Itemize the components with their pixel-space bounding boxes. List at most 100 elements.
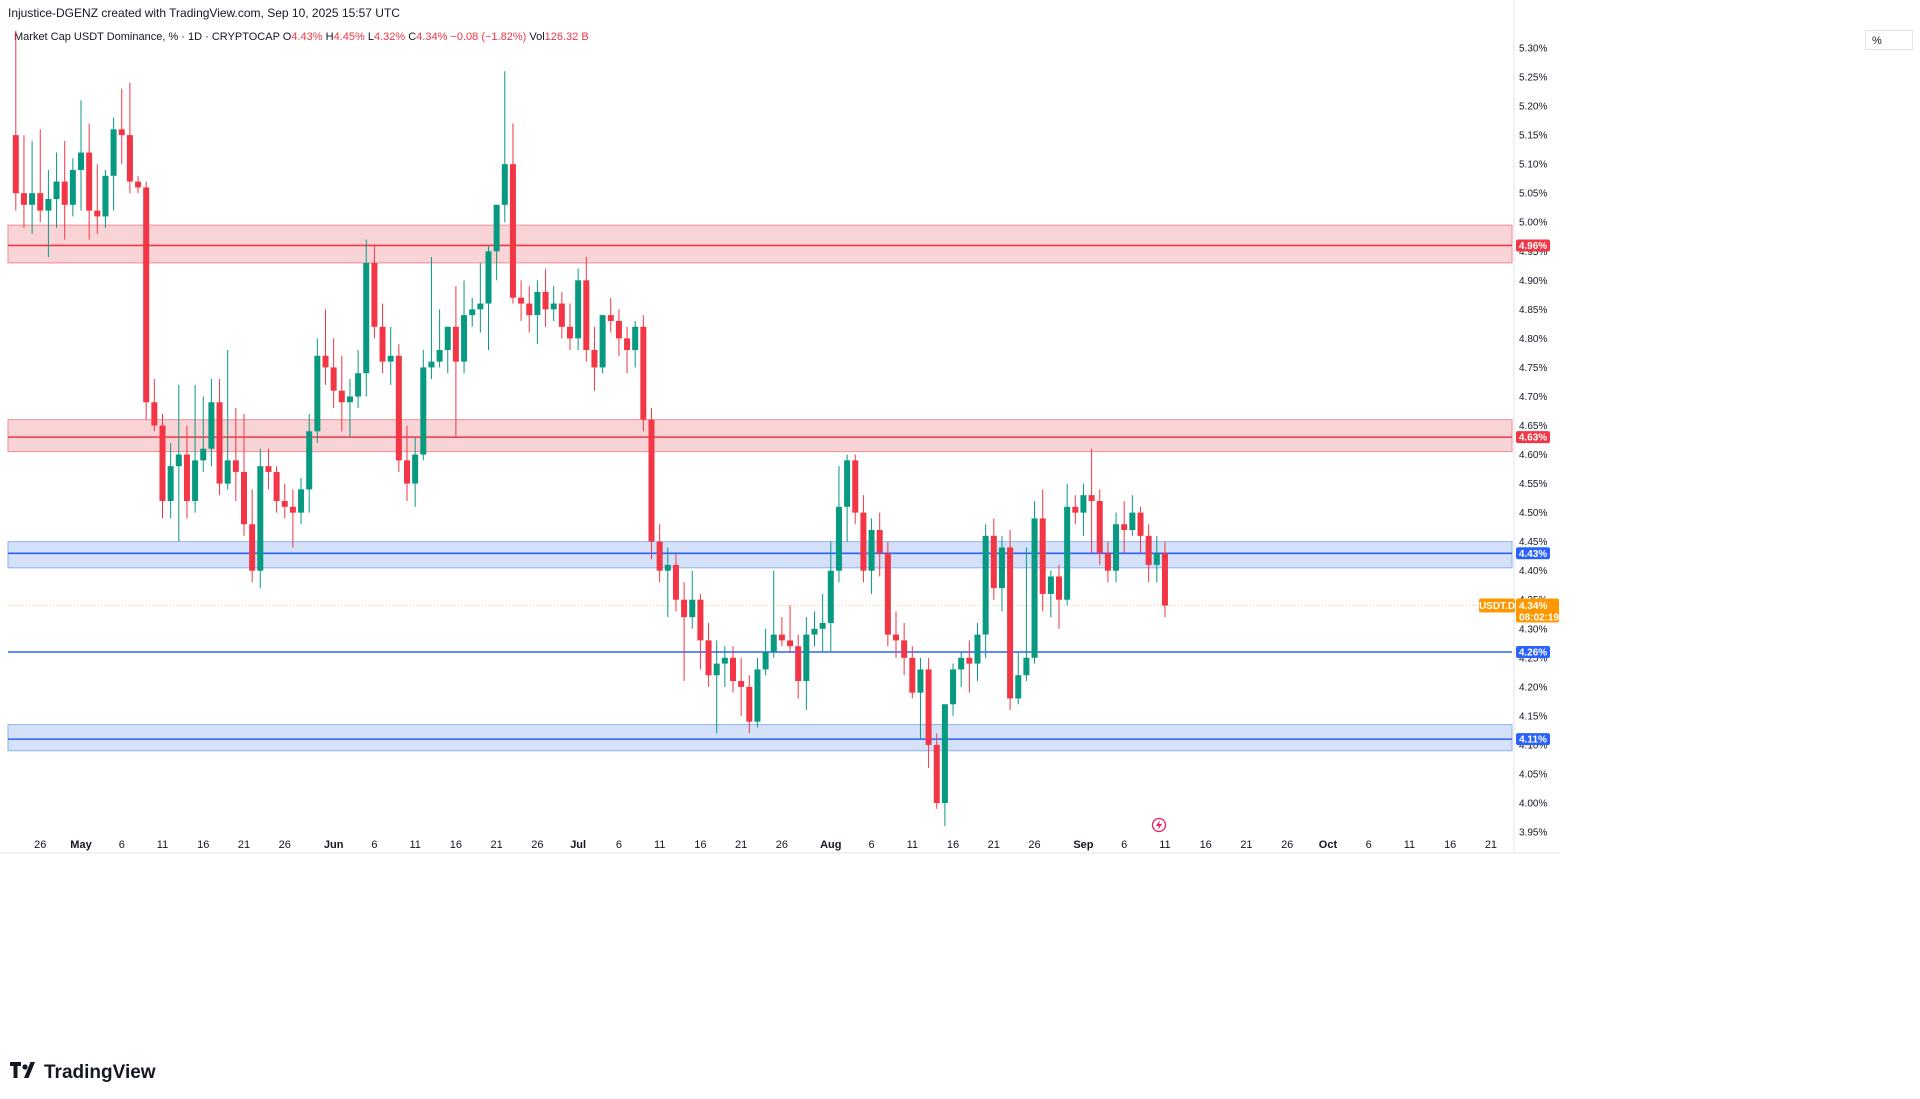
candle-body — [1056, 576, 1062, 600]
time-tick-label: 26 — [34, 839, 46, 851]
price-tick-label: 4.45% — [1519, 537, 1547, 548]
candle-body — [835, 506, 842, 571]
price-tick-label: 4.75% — [1519, 363, 1547, 374]
candle-body — [811, 628, 818, 635]
candle-body — [827, 570, 834, 623]
candle-body — [461, 315, 468, 362]
candle-body — [770, 634, 777, 652]
time-tick-label: 21 — [491, 839, 503, 851]
candle-body — [102, 175, 109, 217]
candle-body — [45, 199, 52, 211]
candle-body — [803, 634, 810, 682]
candle-body — [78, 152, 84, 170]
candle-body — [37, 193, 44, 211]
time-tick-label: 11 — [654, 839, 665, 851]
candle-body — [436, 350, 443, 362]
price-tick-label: 5.30% — [1519, 44, 1547, 55]
candle-body — [1072, 506, 1079, 513]
candle-body — [762, 652, 769, 670]
candle-body — [12, 135, 19, 194]
time-tick-label: 21 — [988, 839, 1000, 851]
candle-body — [412, 454, 419, 484]
tradingview-logo[interactable]: TradingView — [10, 1062, 156, 1084]
price-tick-label: 4.30% — [1519, 624, 1547, 635]
time-tick-label: 26 — [1281, 839, 1293, 851]
candle-body — [819, 622, 826, 629]
candle-body — [607, 315, 614, 321]
price-tick-label: 4.40% — [1519, 566, 1547, 577]
candle-body — [224, 460, 231, 484]
time-tick-label: 16 — [450, 839, 462, 851]
close-label: C — [408, 31, 417, 43]
low-value: 4.32% — [373, 31, 406, 43]
time-tick-label: 16 — [197, 839, 209, 851]
candle-body — [958, 657, 965, 670]
candle-body — [550, 303, 557, 310]
price-tick-label: 5.10% — [1519, 160, 1547, 171]
candle-body — [1153, 553, 1160, 565]
candle-body — [208, 402, 215, 449]
candle-body — [135, 181, 142, 188]
candle-body — [689, 599, 696, 618]
candle-body — [289, 506, 296, 513]
candle-body — [175, 454, 182, 467]
candle-body — [738, 681, 745, 687]
tradingview-logo-text: TradingView — [44, 1062, 156, 1083]
candle-body — [444, 326, 451, 350]
candle-body — [672, 564, 679, 600]
candle-body — [950, 669, 957, 705]
candle-body — [746, 686, 753, 722]
level-price-tag — [1516, 431, 1550, 444]
candle-body — [925, 669, 932, 745]
candle-body — [705, 640, 712, 676]
level-zone-resistance — [7, 419, 1513, 453]
candle-body — [624, 338, 631, 350]
symbol-title: Market Cap USDT Dominance, % · 1D · CRYP… — [14, 31, 280, 43]
symbol-legend: Market Cap USDT Dominance, % · 1D · CRYP… — [14, 31, 589, 43]
candle-body — [53, 181, 60, 199]
candle-body — [355, 373, 362, 397]
level-price-tag — [1516, 547, 1550, 560]
close-value: 4.34% — [416, 31, 448, 43]
candle-body — [159, 425, 166, 501]
candle-body — [330, 367, 337, 391]
candle-body — [379, 326, 386, 362]
candle-body — [1161, 553, 1168, 606]
candle-body — [241, 471, 247, 525]
price-tick-label: 5.15% — [1519, 131, 1547, 142]
time-tick-label: Aug — [820, 839, 841, 851]
candle-body — [1145, 535, 1152, 565]
price-tick-label: 5.05% — [1519, 189, 1547, 200]
level-zone-support — [7, 541, 1513, 569]
candle-body — [420, 367, 427, 455]
candle-body — [1031, 518, 1038, 658]
candle-body — [567, 326, 573, 339]
price-tick-label: 4.25% — [1519, 653, 1547, 664]
current-symbol-label: USDT.D — [1479, 601, 1515, 612]
candle-body — [648, 419, 655, 542]
price-tick-label: 4.05% — [1519, 769, 1547, 780]
candle-body — [452, 326, 459, 362]
candle-body — [273, 471, 280, 501]
candle-body — [509, 164, 516, 298]
candle-body — [346, 396, 353, 403]
candle-body — [656, 541, 663, 571]
price-tick-label: 4.95% — [1519, 247, 1547, 258]
candle-body — [69, 169, 76, 205]
candle-body — [1104, 553, 1111, 571]
candle-body — [754, 669, 761, 722]
level-price-tag-label: 4.63% — [1519, 433, 1547, 444]
candle-body — [1047, 576, 1054, 594]
candle-body — [852, 460, 859, 513]
price-tick-label: 4.90% — [1519, 276, 1547, 287]
candle-body — [249, 524, 256, 571]
candle-body — [982, 535, 989, 635]
events-lightning-icon[interactable] — [1151, 817, 1167, 833]
candle-body — [795, 646, 802, 682]
candle-body — [232, 460, 239, 472]
candle-body — [151, 402, 158, 426]
candle-body — [29, 193, 36, 205]
scale-mode-button[interactable]: % — [1865, 30, 1913, 50]
candle-body — [338, 390, 345, 403]
